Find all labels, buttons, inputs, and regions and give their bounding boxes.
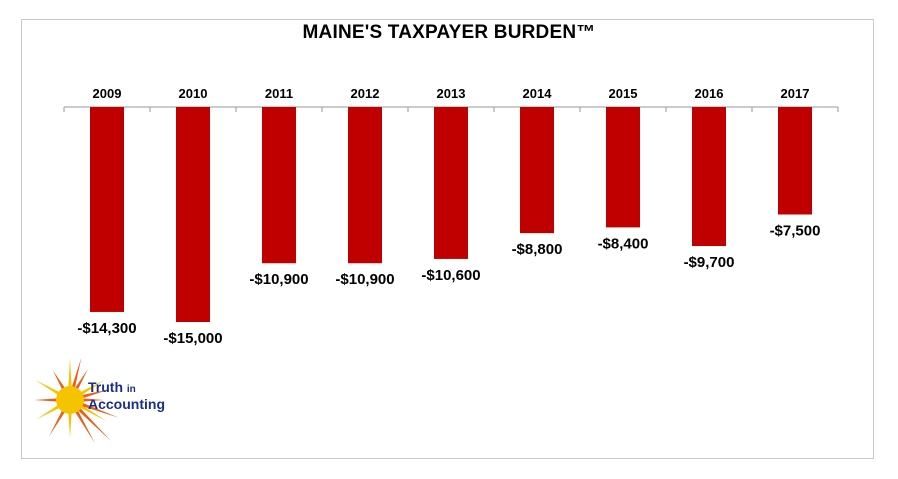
sun-rays-icon	[34, 357, 119, 443]
sun-ray	[74, 368, 88, 391]
sun-ray	[81, 398, 104, 402]
value-label-2017: -$7,500	[770, 223, 821, 240]
logo-line1: Truth	[88, 379, 123, 395]
value-label-2016: -$9,700	[684, 254, 735, 271]
bar-2010	[176, 107, 210, 322]
sun-ray	[68, 358, 72, 389]
sun-ray	[74, 409, 95, 443]
sun-ray	[79, 404, 107, 421]
sun-ray	[35, 380, 61, 396]
value-label-2010: -$15,000	[163, 330, 222, 347]
sun-ray	[68, 411, 72, 438]
category-label-2014: 2014	[523, 86, 553, 101]
sun-ray	[49, 409, 66, 437]
bar-2009	[90, 107, 124, 312]
bar-2017	[778, 107, 812, 215]
sun-ray	[81, 389, 111, 399]
bar-2015	[606, 107, 640, 228]
value-label-2011: -$10,900	[249, 271, 308, 288]
bar-2011	[262, 107, 296, 264]
chart-title: MAINE'S TAXPAYER BURDEN™	[302, 22, 596, 43]
logo-text: Truth in Accounting	[88, 380, 165, 412]
category-label-2013: 2013	[437, 86, 466, 101]
bar-2013	[434, 107, 468, 259]
sun-ray	[53, 370, 66, 391]
sun-ray	[37, 404, 61, 419]
category-label-2010: 2010	[179, 86, 208, 101]
sun-icon	[56, 386, 84, 414]
value-label-2013: -$10,600	[421, 267, 480, 284]
bar-2016	[692, 107, 726, 247]
logo-line1-small: in	[126, 384, 136, 395]
sun-ray	[77, 407, 112, 442]
category-label-2017: 2017	[781, 86, 810, 101]
sun-ray	[80, 402, 119, 418]
value-label-2012: -$10,900	[335, 271, 394, 288]
value-label-2015: -$8,400	[598, 235, 649, 252]
logo-line2: Accounting	[88, 396, 165, 412]
category-label-2009: 2009	[93, 86, 122, 101]
sun-ray	[79, 380, 105, 396]
category-label-2012: 2012	[351, 86, 380, 101]
bar-2014	[520, 107, 554, 234]
category-label-2011: 2011	[265, 86, 293, 101]
sun-ray	[34, 398, 59, 402]
category-label-2015: 2015	[609, 86, 638, 101]
category-label-2016: 2016	[695, 86, 724, 101]
truth-in-accounting-logo	[34, 357, 119, 443]
value-label-2009: -$14,300	[77, 320, 136, 337]
bar-2012	[348, 107, 382, 264]
value-label-2014: -$8,800	[512, 241, 563, 258]
sun-ray	[71, 357, 82, 389]
